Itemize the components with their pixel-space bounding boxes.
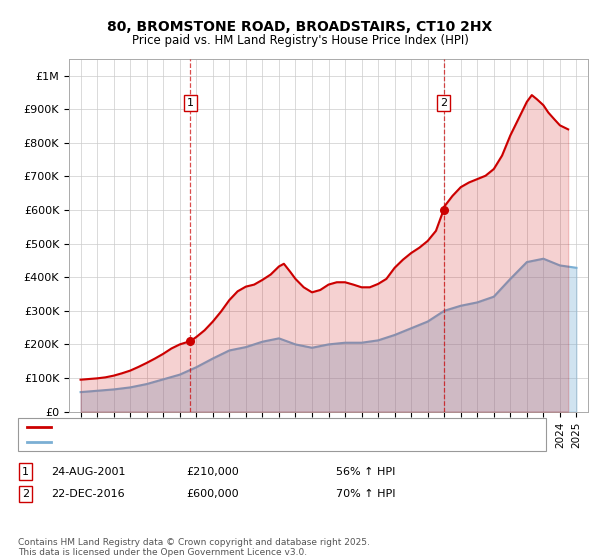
Text: 80, BROMSTONE ROAD, BROADSTAIRS, CT10 2HX (detached house): 80, BROMSTONE ROAD, BROADSTAIRS, CT10 2H…: [55, 422, 409, 432]
Text: Price paid vs. HM Land Registry's House Price Index (HPI): Price paid vs. HM Land Registry's House …: [131, 34, 469, 46]
Text: 2: 2: [440, 98, 447, 108]
Text: Contains HM Land Registry data © Crown copyright and database right 2025.
This d: Contains HM Land Registry data © Crown c…: [18, 538, 370, 557]
Text: 80, BROMSTONE ROAD, BROADSTAIRS, CT10 2HX: 80, BROMSTONE ROAD, BROADSTAIRS, CT10 2H…: [107, 20, 493, 34]
Text: 70% ↑ HPI: 70% ↑ HPI: [336, 489, 395, 499]
Text: 1: 1: [187, 98, 194, 108]
Text: 22-DEC-2016: 22-DEC-2016: [51, 489, 125, 499]
Text: £600,000: £600,000: [186, 489, 239, 499]
Text: 1: 1: [22, 466, 29, 477]
Text: HPI: Average price, detached house, Thanet: HPI: Average price, detached house, Than…: [55, 437, 284, 447]
Text: £210,000: £210,000: [186, 466, 239, 477]
Text: 24-AUG-2001: 24-AUG-2001: [51, 466, 125, 477]
Text: 56% ↑ HPI: 56% ↑ HPI: [336, 466, 395, 477]
Text: 2: 2: [22, 489, 29, 499]
